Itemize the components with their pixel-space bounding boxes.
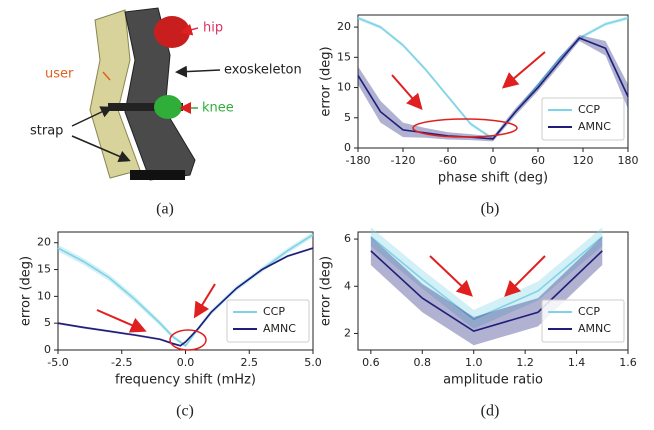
plot-frame: [357, 231, 629, 351]
x-tick-label: -60: [439, 154, 457, 167]
x-tick-label: 1.0: [465, 356, 483, 369]
y-tick-label: 20: [337, 20, 351, 33]
x-axis-label: phase shift (deg): [438, 171, 548, 186]
y-tick-label: 15: [37, 263, 51, 276]
x-tick-label: 180: [618, 154, 639, 167]
annotations: [96, 51, 546, 351]
series-line: [357, 37, 629, 140]
caption: (d): [481, 403, 500, 420]
y-tick-label: 2: [344, 326, 351, 339]
y-axis-label: error (deg): [19, 256, 34, 326]
x-tick-label: 120: [573, 154, 594, 167]
y-tick-label: 0: [44, 343, 51, 356]
y-axis-label: error (deg): [319, 46, 334, 116]
error-band: [370, 227, 603, 329]
legend-label: CCP: [263, 305, 285, 318]
label-exoskeleton: exoskeleton: [224, 63, 302, 78]
caption: (b): [481, 201, 500, 218]
x-tick-label: -180: [346, 154, 371, 167]
legend-label: AMNC: [578, 120, 611, 133]
x-tick-label: 0: [490, 154, 497, 167]
x-tick-label: 1.2: [516, 356, 534, 369]
label-hip: hip: [203, 21, 223, 36]
caption: (c): [176, 403, 194, 420]
legend-label: CCP: [578, 103, 600, 116]
x-tick-label: 5.0: [304, 356, 322, 369]
y-tick-label: 0: [344, 141, 351, 154]
x-axis-label: frequency shift (mHz): [115, 373, 256, 388]
x-axis-label: amplitude ratio: [443, 373, 543, 388]
legend-label: AMNC: [263, 322, 296, 335]
exoskeleton-diagram: [71, 7, 221, 181]
x-tick-label: 2.5: [241, 356, 259, 369]
y-tick-label: 5: [344, 111, 351, 124]
legend-label: AMNC: [578, 322, 611, 335]
x-tick-label: -5.0: [47, 356, 68, 369]
y-tick-label: 6: [344, 232, 351, 245]
y-tick-label: 10: [337, 81, 351, 94]
legend-label: CCP: [578, 305, 600, 318]
y-tick-label: 20: [37, 236, 51, 249]
series-line: [370, 236, 603, 321]
y-tick-label: 10: [37, 289, 51, 302]
series-line: [370, 250, 603, 332]
x-tick-label: -2.5: [111, 356, 132, 369]
x-tick-label: 1.4: [568, 356, 586, 369]
legend-box: [541, 97, 625, 141]
x-tick-label: 60: [531, 154, 545, 167]
y-tick-label: 15: [337, 50, 351, 63]
legend-box: [541, 299, 625, 343]
label-strap: strap: [30, 124, 63, 139]
label-user: user: [45, 67, 74, 82]
x-tick-label: 0.0: [177, 356, 195, 369]
x-tick-label: 1.6: [619, 356, 637, 369]
y-tick-label: 4: [344, 279, 351, 292]
y-axis-label: error (deg): [319, 256, 334, 326]
x-tick-label: 0.8: [414, 356, 432, 369]
legend-box: [226, 299, 310, 343]
label-knee: knee: [202, 101, 234, 116]
caption: (a): [156, 201, 174, 218]
series-line: [57, 247, 314, 347]
x-tick-label: -120: [391, 154, 416, 167]
y-tick-label: 5: [44, 316, 51, 329]
x-tick-label: 0.6: [362, 356, 380, 369]
